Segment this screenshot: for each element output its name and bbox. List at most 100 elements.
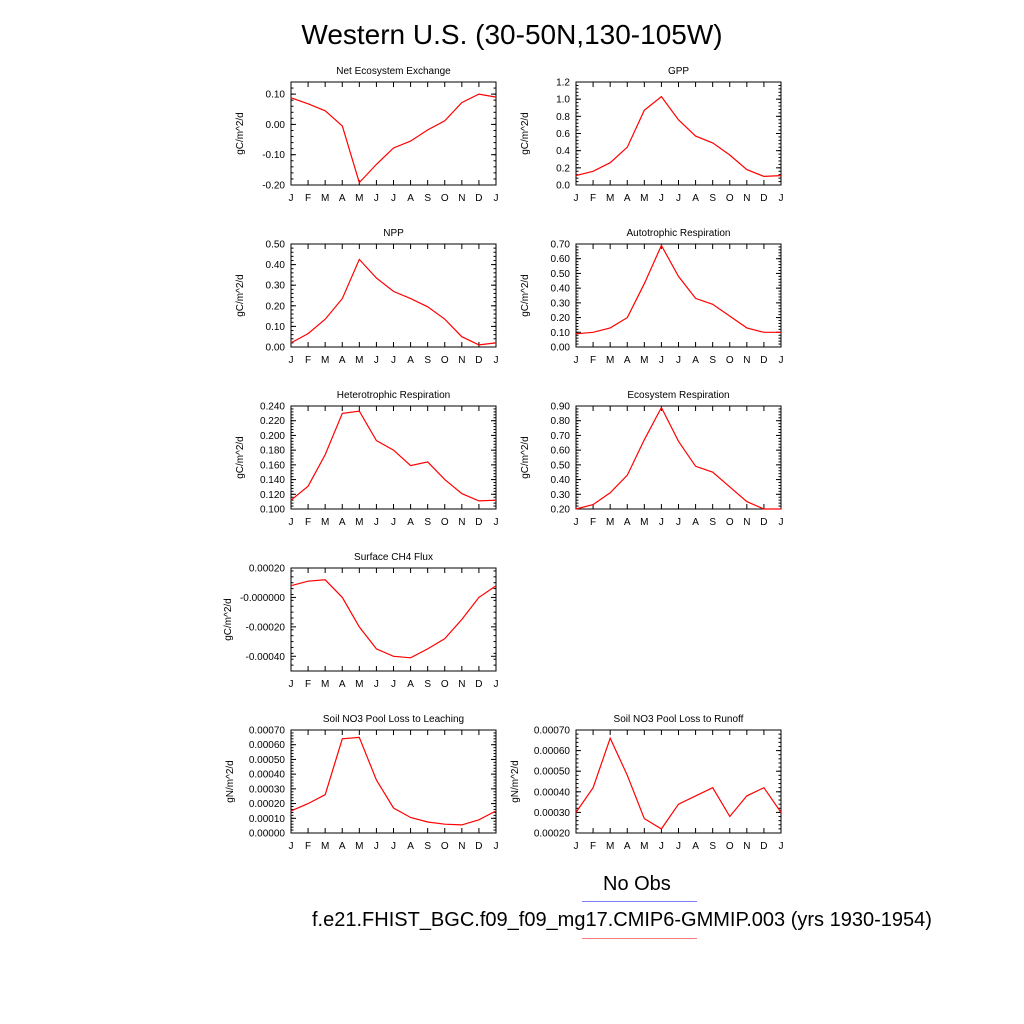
y-tick-label: 0.00020	[249, 799, 286, 810]
y-tick-label: -0.000000	[240, 593, 285, 604]
series-line	[290, 736, 497, 826]
x-tick-label: M	[321, 517, 329, 528]
y-tick-label: 0.70	[551, 240, 571, 251]
y-tick-label: 0.40	[551, 284, 571, 295]
y-tick-label: 0.00	[266, 343, 286, 354]
series-line	[575, 736, 782, 830]
x-tick-label: O	[441, 679, 449, 690]
y-tick-label: 0.160	[260, 460, 285, 471]
y-tick-label: 0.80	[551, 416, 571, 427]
y-tick-label: 0.40	[551, 475, 571, 486]
x-tick-label: A	[339, 517, 346, 528]
y-tick-label: 0.60	[551, 446, 571, 457]
x-tick-label: J	[391, 355, 396, 366]
x-tick-label: J	[659, 355, 664, 366]
chart-title: Surface CH4 Flux	[354, 552, 433, 563]
x-tick-label: M	[606, 355, 614, 366]
legend-obs-line	[582, 901, 697, 902]
y-tick-label: 0.00000	[249, 829, 286, 840]
y-tick-label: 0.8	[556, 112, 570, 123]
x-tick-label: O	[441, 193, 449, 204]
x-tick-label: J	[374, 841, 379, 852]
plot-frame	[575, 243, 782, 348]
y-tick-label: 0.140	[260, 475, 285, 486]
x-tick-label: M	[355, 517, 363, 528]
y-tick-label: 0.00060	[534, 746, 571, 757]
x-tick-label: A	[407, 193, 414, 204]
y-tick-label: 0.50	[551, 269, 571, 280]
chart-title: Soil NO3 Pool Loss to Runoff	[614, 714, 744, 725]
y-tick-label: 0.4	[556, 146, 570, 157]
x-tick-label: D	[475, 517, 482, 528]
x-tick-label: J	[574, 517, 579, 528]
x-tick-label: J	[676, 193, 681, 204]
y-axis-label: gC/m^2/d	[520, 112, 531, 155]
x-tick-label: J	[374, 517, 379, 528]
x-tick-label: O	[726, 355, 734, 366]
x-tick-label: M	[355, 193, 363, 204]
x-tick-label: O	[441, 841, 449, 852]
plot-frame	[575, 729, 782, 834]
x-tick-label: A	[407, 517, 414, 528]
y-tick-label: 0.10	[266, 90, 286, 101]
x-tick-label: J	[779, 517, 784, 528]
x-tick-label: J	[374, 679, 379, 690]
x-tick-label: F	[590, 355, 596, 366]
x-tick-label: J	[289, 517, 294, 528]
plot-frame	[290, 567, 497, 672]
plot-frame	[575, 81, 782, 186]
y-tick-label: 0.10	[266, 322, 286, 333]
y-tick-label: -0.10	[262, 150, 285, 161]
y-axis-label: gC/m^2/d	[520, 274, 531, 317]
x-tick-label: J	[779, 355, 784, 366]
y-tick-label: 0.0	[556, 181, 570, 192]
y-tick-label: 0.00070	[534, 726, 571, 737]
x-tick-label: J	[494, 193, 499, 204]
x-tick-label: M	[640, 193, 648, 204]
x-tick-label: F	[305, 679, 311, 690]
x-tick-label: D	[760, 841, 767, 852]
y-tick-label: 0.30	[266, 281, 286, 292]
legend-obs-label: No Obs	[603, 873, 671, 895]
series-line	[290, 93, 497, 184]
x-tick-label: D	[760, 517, 767, 528]
x-tick-label: J	[391, 679, 396, 690]
x-tick-label: S	[709, 355, 716, 366]
x-tick-label: S	[424, 517, 431, 528]
y-tick-label: 0.50	[551, 460, 571, 471]
x-tick-label: A	[624, 517, 631, 528]
y-tick-label: 1.2	[556, 78, 570, 89]
y-tick-label: 0.120	[260, 490, 285, 501]
y-tick-label: 0.10	[551, 328, 571, 339]
x-tick-label: S	[709, 517, 716, 528]
x-tick-label: N	[458, 841, 465, 852]
x-tick-label: M	[355, 841, 363, 852]
x-tick-label: N	[458, 193, 465, 204]
chart-title: Soil NO3 Pool Loss to Leaching	[323, 714, 464, 725]
x-tick-label: S	[709, 193, 716, 204]
plot-frame	[575, 405, 782, 510]
x-tick-label: J	[676, 355, 681, 366]
plot-frame	[290, 243, 497, 348]
y-axis-label: gC/m^2/d	[235, 274, 246, 317]
series-line	[575, 95, 782, 178]
y-tick-label: 0.60	[551, 254, 571, 265]
y-tick-label: 0.240	[260, 402, 285, 413]
x-tick-label: D	[760, 355, 767, 366]
series-line	[290, 579, 497, 659]
x-tick-label: J	[659, 517, 664, 528]
y-tick-label: 0.00070	[249, 726, 286, 737]
x-tick-label: M	[640, 355, 648, 366]
x-tick-label: J	[574, 841, 579, 852]
x-tick-label: D	[475, 679, 482, 690]
x-tick-label: J	[391, 517, 396, 528]
x-tick-label: J	[374, 193, 379, 204]
plot-frame	[290, 729, 497, 834]
x-tick-label: O	[726, 517, 734, 528]
